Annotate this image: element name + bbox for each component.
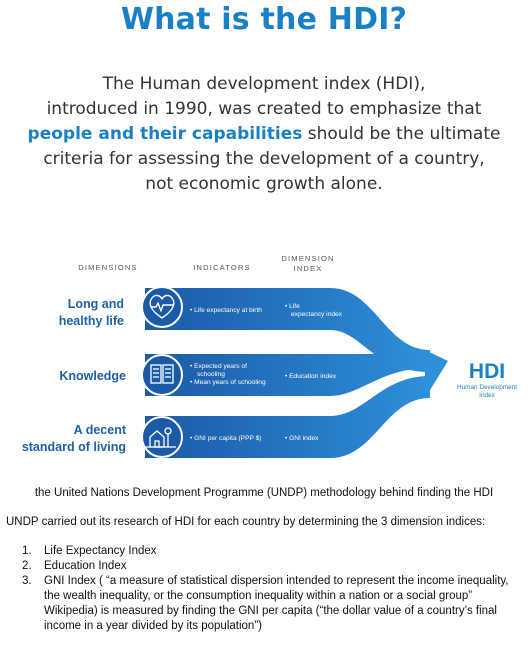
indicator-income: • GNI per capita (PPP $): [190, 435, 261, 442]
hdi-sublabel: Human Development: [457, 384, 517, 391]
index-text: Life: [289, 303, 300, 310]
intro-line: criteria for assessing the development o…: [43, 149, 485, 169]
list-number: 1.: [22, 545, 32, 557]
header-dimension-index: INDEX: [294, 264, 323, 273]
intro-line: not economic growth alone.: [145, 174, 383, 194]
house-money-icon: [146, 427, 176, 448]
index-income: • GNI index: [285, 435, 319, 442]
header-dimensions: DIMENSIONS: [78, 263, 138, 272]
indicator-text: Life expectancy at birth: [194, 307, 262, 314]
list-text: GNI Index ( “a measure of statistical di…: [44, 575, 509, 632]
caption: the United Nations Development Programme…: [34, 487, 494, 499]
index-health: • Life: [285, 303, 300, 310]
band-income: [145, 376, 430, 458]
index-list: 1. Life Expectancy Index 2. Education Inde…: [22, 544, 526, 634]
dimension-label-health: Long and: [68, 297, 124, 311]
indicator-text: Expected years of: [194, 363, 247, 370]
list-item: 1. Life Expectancy Index: [22, 544, 526, 559]
list-number: 2.: [22, 560, 32, 572]
index-text: expectancy index: [291, 311, 343, 318]
indicator-text: GNI per capita (PPP $): [194, 435, 261, 442]
list-item: 3. GNI Index ( “a measure of statistical …: [22, 574, 526, 634]
header-indicators: INDICATORS: [193, 263, 251, 272]
hdi-sublabel: Index: [479, 392, 495, 399]
indicator-text: schooling: [197, 371, 225, 378]
intro-paragraph: The Human development index (HDI), intro…: [8, 72, 520, 197]
index-text: Education index: [289, 373, 337, 380]
hdi-label: HDI: [469, 360, 505, 383]
book-icon: [150, 364, 174, 384]
knowledge-circle: [141, 354, 183, 396]
band-health: [145, 288, 430, 372]
page-title: What is the HDI?: [120, 2, 408, 37]
indicator-health: • Life expectancy at birth: [190, 307, 262, 314]
index-education: • Education index: [285, 373, 337, 380]
heart-pulse-icon: [149, 294, 175, 319]
intro-line: introduced in 1990, was created to empha…: [46, 99, 482, 119]
list-text: Life Expectancy Index: [44, 545, 157, 557]
indicator-education: • Expected years of: [190, 363, 247, 370]
hdi-diagram: DIMENSIONS INDICATORS DIMENSION INDEX: [0, 248, 528, 476]
hdi-diagram-svg: DIMENSIONS INDICATORS DIMENSION INDEX: [22, 254, 517, 458]
band-merge-point: [425, 350, 448, 398]
dimension-label-knowledge: Knowledge: [59, 369, 126, 383]
list-number: 3.: [22, 575, 32, 587]
band-education: [145, 354, 430, 396]
intro-line-rest: should be the ultimate: [302, 124, 501, 144]
index-text: GNI index: [289, 435, 319, 442]
intro-line: The Human development index (HDI),: [102, 74, 426, 94]
list-item: 2. Education Index: [22, 559, 526, 574]
description: UNDP carried out its research of HDI for…: [6, 516, 486, 528]
intro-line: people and their capabilities should be …: [8, 122, 520, 147]
list-text: Education Index: [44, 560, 127, 572]
dimension-label-living: standard of living: [22, 440, 126, 454]
living-circle: [141, 416, 183, 458]
dimension-label-health: healthy life: [59, 314, 124, 328]
indicator-text: Mean years of schooling: [194, 379, 266, 386]
indicator-education: • Mean years of schooling: [190, 379, 266, 386]
dimension-label-living: A decent: [74, 423, 127, 437]
header-dimension-index: DIMENSION: [281, 254, 334, 263]
intro-highlight: people and their capabilities: [27, 124, 303, 144]
